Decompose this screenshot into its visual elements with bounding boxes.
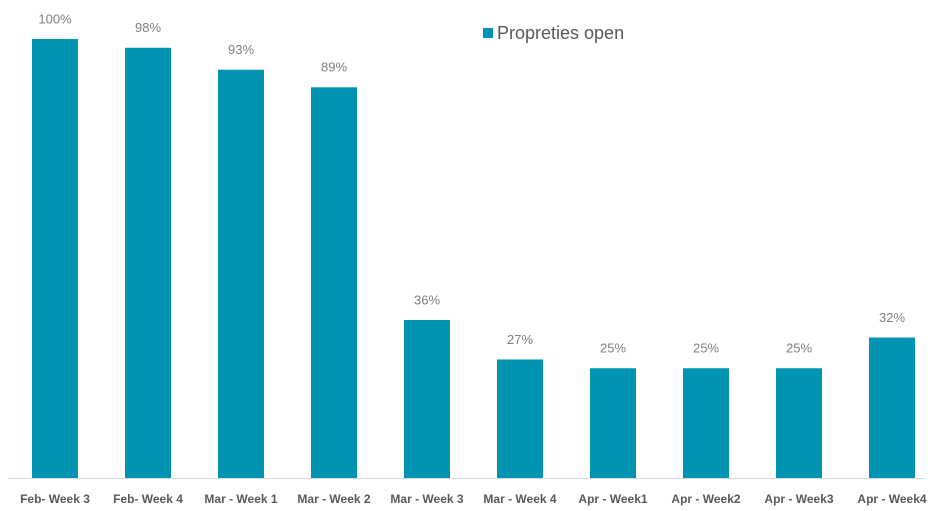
legend-swatch	[483, 28, 493, 38]
legend-label: Propreties open	[497, 23, 624, 43]
value-label: 25%	[600, 341, 626, 356]
bar	[32, 39, 78, 478]
x-tick-label: Mar - Week 1	[204, 492, 277, 506]
bar	[497, 359, 543, 478]
bar	[311, 87, 357, 478]
bar	[125, 47, 171, 478]
bar	[590, 368, 636, 478]
value-label: 89%	[321, 60, 347, 75]
x-tick-label: Mar - Week 3	[390, 492, 463, 506]
x-tick-label: Feb- Week 3	[20, 492, 90, 506]
bar	[404, 319, 450, 478]
value-label: 93%	[228, 42, 254, 57]
value-label: 36%	[414, 292, 440, 307]
x-tick-label: Apr - Week4	[857, 492, 926, 506]
bar	[218, 69, 264, 478]
value-label: 32%	[879, 310, 905, 325]
value-label: 100%	[38, 11, 72, 26]
value-label: 98%	[135, 20, 161, 35]
bar	[683, 368, 729, 478]
bar	[869, 337, 915, 478]
bar	[776, 368, 822, 478]
value-label: 25%	[693, 341, 719, 356]
x-tick-label: Apr - Week3	[764, 492, 833, 506]
x-tick-label: Feb- Week 4	[113, 492, 183, 506]
x-tick-label: Mar - Week 4	[483, 492, 556, 506]
x-tick-label: Mar - Week 2	[297, 492, 370, 506]
value-label: 25%	[786, 341, 812, 356]
x-tick-label: Apr - Week2	[671, 492, 740, 506]
x-tick-label: Apr - Week1	[578, 492, 647, 506]
value-label: 27%	[507, 332, 533, 347]
